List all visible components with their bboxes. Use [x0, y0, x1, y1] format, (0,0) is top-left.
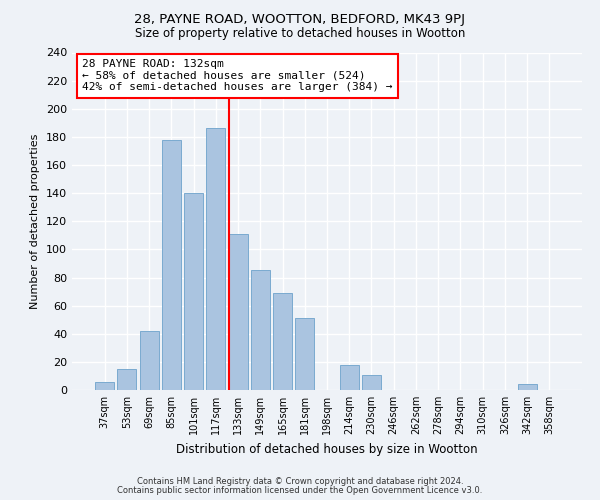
Text: Contains HM Land Registry data © Crown copyright and database right 2024.: Contains HM Land Registry data © Crown c…: [137, 477, 463, 486]
Y-axis label: Number of detached properties: Number of detached properties: [31, 134, 40, 309]
Bar: [162, 140, 181, 390]
Bar: [95, 382, 114, 390]
Bar: [118, 369, 136, 390]
Text: Contains public sector information licensed under the Open Government Licence v3: Contains public sector information licen…: [118, 486, 482, 495]
Bar: [295, 318, 314, 390]
Bar: [140, 331, 158, 390]
Text: Size of property relative to detached houses in Wootton: Size of property relative to detached ho…: [135, 28, 465, 40]
Bar: [184, 193, 203, 390]
X-axis label: Distribution of detached houses by size in Wootton: Distribution of detached houses by size …: [176, 442, 478, 456]
Bar: [362, 374, 381, 390]
Text: 28, PAYNE ROAD, WOOTTON, BEDFORD, MK43 9PJ: 28, PAYNE ROAD, WOOTTON, BEDFORD, MK43 9…: [134, 12, 466, 26]
Bar: [229, 234, 248, 390]
Bar: [273, 293, 292, 390]
Text: 28 PAYNE ROAD: 132sqm
← 58% of detached houses are smaller (524)
42% of semi-det: 28 PAYNE ROAD: 132sqm ← 58% of detached …: [82, 59, 392, 92]
Bar: [340, 364, 359, 390]
Bar: [518, 384, 536, 390]
Bar: [206, 128, 225, 390]
Bar: [251, 270, 270, 390]
